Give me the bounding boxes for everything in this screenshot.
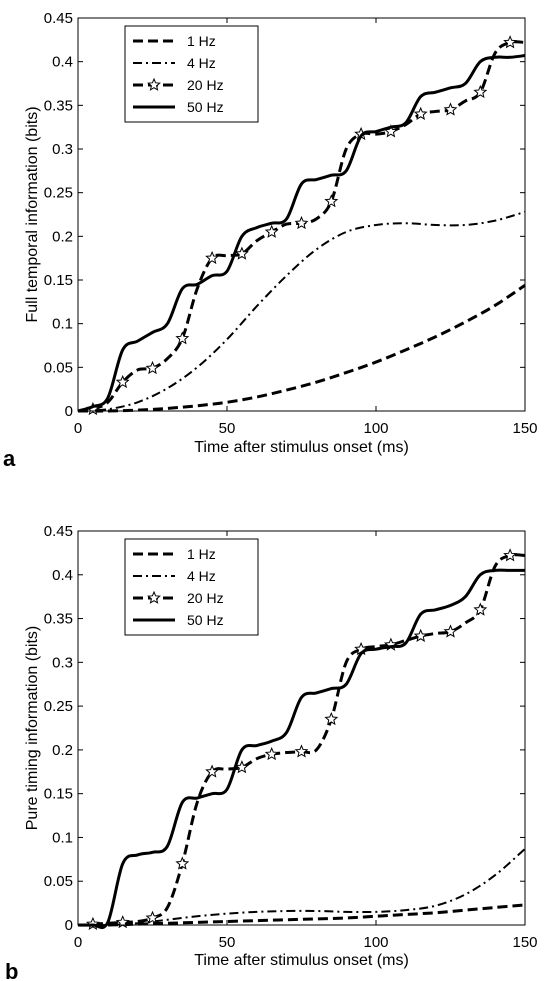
series-marker-star (473, 84, 488, 99)
x-tick-label: 0 (74, 420, 82, 437)
y-tick-label: 0.05 (44, 873, 73, 890)
legend-label-20hz: 20 Hz (187, 590, 224, 606)
y-tick-label: 0.15 (44, 786, 73, 803)
y-tick-label: 0.15 (44, 272, 73, 289)
x-tick-label: 150 (512, 934, 537, 951)
legend-star (147, 590, 161, 604)
y-tick-label: 0.3 (52, 141, 73, 158)
x-tick-label: 150 (512, 420, 537, 437)
panel-b-legend: 1 Hz 4 Hz 20 Hz 50 Hz (124, 538, 259, 636)
panel-a-plot-layer: 0 50 100 150 0 0.05 0.1 0.15 0.2 0.25 0.3 0.35 0.4 0.… (44, 10, 538, 437)
y-tick-label: 0.35 (44, 97, 73, 114)
series-line-50hz (77, 568, 525, 930)
series-marker-star (294, 744, 309, 758)
legend-entry-50hz: 50 Hz (133, 99, 224, 115)
x-tick-label: 0 (74, 934, 82, 951)
series-line-1hz (77, 903, 526, 927)
panel-a-axes-frame (77, 17, 526, 412)
legend-label-4hz: 4 Hz (187, 568, 216, 584)
x-tick-label: 100 (363, 420, 388, 437)
series-marker-star (264, 746, 279, 761)
y-tick-label: 0.45 (44, 523, 73, 540)
legend-entry-50hz: 50 Hz (133, 612, 224, 628)
series-marker-star (175, 856, 190, 870)
series-marker-star (234, 760, 249, 774)
y-tick-label: 0.4 (52, 567, 73, 584)
legend-label-4hz: 4 Hz (187, 55, 216, 71)
panel-b: 0 50 100 150 0 0.05 0.1 0.15 0.2 0.25 0.3 0.35 0.4 0.… (5, 523, 538, 981)
panel-b-ylabel: Pure timing information (bits) (24, 626, 41, 831)
legend-entry-1hz: 1 Hz (133, 33, 216, 49)
legend-label-20hz: 20 Hz (187, 77, 224, 93)
series-marker-star (205, 250, 220, 265)
y-tick-label: 0.25 (44, 185, 73, 202)
legend-sample-20hz (133, 77, 175, 91)
legend-label-50hz: 50 Hz (187, 99, 224, 115)
legend-label-50hz: 50 Hz (187, 612, 224, 628)
y-tick-label: 0.25 (44, 698, 73, 715)
y-tick-label: 0 (65, 403, 73, 420)
legend-label-1hz: 1 Hz (187, 546, 216, 562)
legend-label-1hz: 1 Hz (187, 33, 216, 49)
legend-entry-20hz: 20 Hz (133, 77, 224, 93)
y-tick-label: 0.4 (52, 54, 73, 71)
legend-sample-20hz (133, 590, 175, 604)
y-tick-label: 0.2 (52, 742, 73, 759)
y-tick-label: 0.1 (52, 316, 73, 333)
x-tick-label: 50 (219, 934, 236, 951)
series-marker-star (503, 548, 518, 562)
legend-star (147, 77, 161, 91)
series-marker-star (294, 215, 309, 230)
legend-entry-4hz: 4 Hz (133, 55, 216, 71)
x-tick-label: 100 (363, 934, 388, 951)
series-marker-star (115, 374, 130, 389)
y-tick-label: 0 (65, 917, 73, 934)
series-marker-star (205, 764, 220, 778)
series-marker-star (175, 331, 190, 345)
y-tick-label: 0.05 (44, 359, 73, 376)
series-marker-star (324, 194, 339, 208)
x-tick-label: 50 (219, 420, 236, 437)
legend-entry-4hz: 4 Hz (133, 568, 216, 584)
panel-a-letter: a (3, 446, 16, 471)
series-marker-star (413, 628, 428, 642)
series-marker-star (234, 246, 249, 260)
panel-a: 0 50 100 150 0 0.05 0.1 0.15 0.2 0.25 0.3 0.35 0.4 0.… (3, 10, 538, 471)
series-marker-star (145, 360, 160, 375)
panel-a-legend-entries: 1 Hz 4 Hz 20 Hz 50 Hz (133, 33, 224, 115)
y-tick-label: 0.35 (44, 611, 73, 628)
y-tick-label: 0.2 (52, 228, 73, 245)
panel-a-xlabel: Time after stimulus onset (ms) (194, 439, 409, 456)
panel-b-legend-entries: 1 Hz 4 Hz 20 Hz 50 Hz (133, 546, 224, 628)
legend-entry-20hz: 20 Hz (133, 590, 224, 606)
panel-b-axes-frame (77, 530, 526, 926)
y-tick-label: 0.1 (52, 829, 73, 846)
series-marker-star (473, 602, 488, 616)
series-marker-star (443, 102, 458, 116)
series-marker-star (443, 624, 458, 638)
legend-entry-1hz: 1 Hz (133, 546, 216, 562)
series-line-50hz (77, 54, 526, 413)
y-tick-label: 0.45 (44, 10, 73, 27)
series-marker-star (413, 106, 428, 120)
panel-a-legend: 1 Hz 4 Hz 20 Hz 50 Hz (124, 25, 259, 123)
series-marker-star (264, 224, 279, 238)
panel-b-xlabel: Time after stimulus onset (ms) (194, 952, 409, 969)
series-marker-star (503, 35, 518, 49)
y-tick-label: 0.3 (52, 654, 73, 671)
panel-a-ylabel: Full temporal information (bits) (24, 106, 41, 322)
series-line-4hz (77, 848, 526, 927)
panel-b-plot-layer: 0 50 100 150 0 0.05 0.1 0.15 0.2 0.25 0.3 0.35 0.4 0.… (44, 523, 538, 951)
series-line-1hz (77, 283, 526, 413)
panel-b-letter: b (5, 959, 18, 981)
series-marker-star (145, 910, 160, 924)
series-marker-star (324, 711, 339, 726)
series-line-20hz (92, 553, 526, 926)
series-line-4hz (77, 210, 526, 412)
